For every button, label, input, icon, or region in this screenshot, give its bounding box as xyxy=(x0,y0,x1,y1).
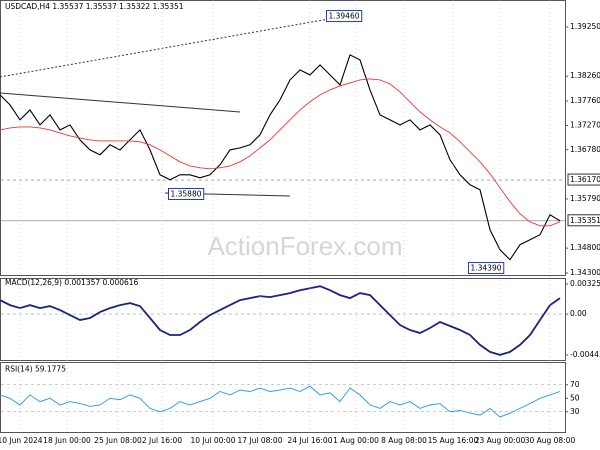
y-tick-label: 1.37760 xyxy=(570,96,600,105)
trend-line xyxy=(0,92,241,113)
price-label-box xyxy=(325,10,363,23)
price-label-box xyxy=(567,173,600,186)
x-tick-label: 1 Aug 00:00 xyxy=(333,436,379,445)
series-line xyxy=(0,54,561,261)
x-tick-label: 30 Aug 08:00 xyxy=(525,436,576,445)
price-label: 1.35880 xyxy=(170,189,201,198)
y-tick-label: 0.00 xyxy=(570,309,587,318)
y-tick-label: 1.34800 xyxy=(570,243,600,252)
x-tick-label: 2 Jul 16:00 xyxy=(142,436,182,445)
macd-panel-border xyxy=(0,278,566,361)
y-tick-label: 1.35790 xyxy=(570,194,600,203)
watermark: ActionForex.com xyxy=(207,231,402,261)
y-tick-label: 1.38260 xyxy=(570,71,600,80)
x-tick-label: 24 Jul 16:00 xyxy=(288,436,333,445)
series-line xyxy=(0,285,561,356)
series-line xyxy=(0,78,561,227)
main-panel-border xyxy=(0,0,566,276)
x-tick-label: 17 Jul 08:00 xyxy=(238,436,283,445)
x-tick-label: 25 Jun 08:00 xyxy=(94,436,142,445)
x-tick-label: 23 Aug 00:00 xyxy=(475,436,526,445)
x-tick-label: 15 Aug 16:00 xyxy=(428,436,479,445)
x-tick-label: 10 Jul 00:00 xyxy=(191,436,236,445)
price-label: 1.35351 xyxy=(570,216,600,225)
price-label-box xyxy=(567,214,600,227)
price-label-box xyxy=(467,262,505,275)
y-tick-label: -0.004439 xyxy=(570,350,600,359)
y-tick-label: 1.37270 xyxy=(570,120,600,129)
y-tick-label: 1.34300 xyxy=(570,268,600,277)
price-label: 1.39460 xyxy=(328,12,359,21)
panel-title: RSI(14) 59.1775 xyxy=(5,365,66,374)
y-tick-label: 30 xyxy=(570,407,580,416)
trend-line xyxy=(0,16,341,78)
x-tick-label: 10 Jun 2024 xyxy=(0,436,43,445)
y-tick-label: 1.36780 xyxy=(570,145,600,154)
price-label: 1.34390 xyxy=(470,264,501,273)
x-tick-label: 8 Aug 08:00 xyxy=(381,436,427,445)
price-label: 1.36170 xyxy=(570,175,600,184)
y-tick-label: 0.003259 xyxy=(570,279,600,288)
panel-title: USDCAD,H4 1.35537 1.35537 1.35322 1.3535… xyxy=(5,2,184,11)
y-tick-label: 50 xyxy=(570,393,580,402)
x-tick-label: 18 Jun 00:00 xyxy=(43,436,91,445)
y-tick-label: 70 xyxy=(570,380,580,389)
series-line xyxy=(0,385,561,418)
y-tick-label: 1.39250 xyxy=(570,22,600,31)
rsi-panel-border xyxy=(0,362,566,433)
price-label-box xyxy=(167,187,205,200)
panel-title: MACD(12,26,9) 0.001357 0.000616 xyxy=(5,278,139,287)
